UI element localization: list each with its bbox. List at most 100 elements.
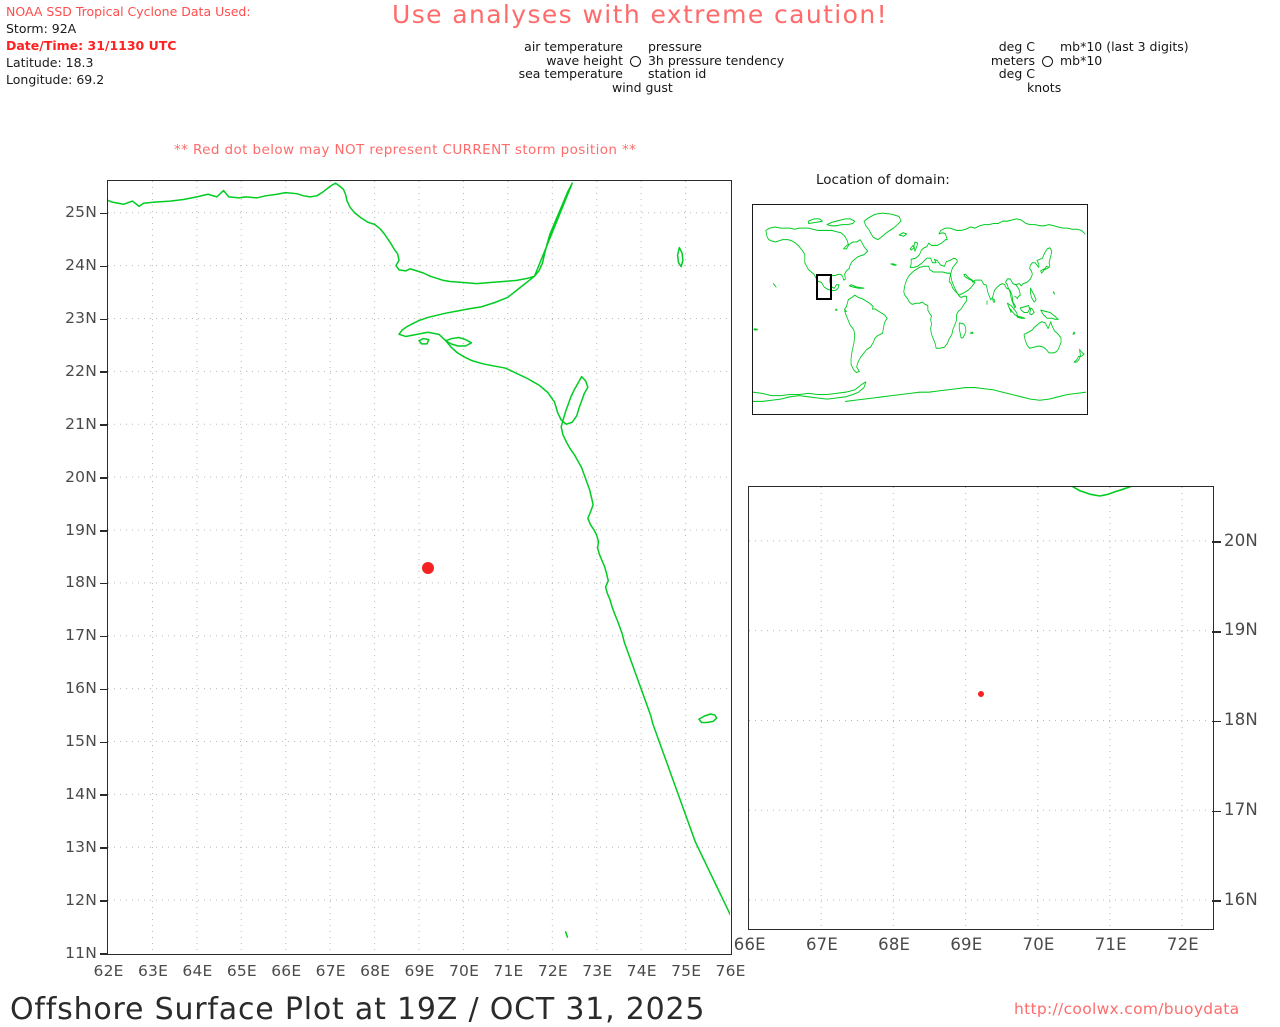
zoom-map-xtick-label: 69E xyxy=(950,935,983,954)
zoom-map-xtick-label: 68E xyxy=(878,935,911,954)
storm-position-marker xyxy=(422,561,435,574)
main-map-ytick-label: 19N xyxy=(65,520,97,539)
zoom-map-xtick-label: 67E xyxy=(805,935,838,954)
storm-info-block: NOAA SSD Tropical Cyclone Data Used: Sto… xyxy=(6,3,251,88)
main-map-xtick-label: 64E xyxy=(182,962,213,980)
domain-extent-box xyxy=(816,274,832,300)
main-map-gridlines xyxy=(108,181,730,953)
legend-pressure-tendency-label: 3h pressure tendency xyxy=(647,52,785,68)
main-map-xtick-label: 73E xyxy=(582,962,613,980)
main-map-ytick-mark xyxy=(100,794,108,796)
main-map-ytick-mark xyxy=(100,424,108,426)
main-map-xtick-label: 68E xyxy=(360,962,391,980)
main-map-panel[interactable] xyxy=(107,180,732,955)
main-map-ytick-label: 16N xyxy=(65,679,97,698)
main-map-ytick-label: 20N xyxy=(65,467,97,486)
main-map-xtick-label: 76E xyxy=(715,962,746,980)
main-map-coastline xyxy=(108,182,730,938)
zoom-map-ytick-label: 16N xyxy=(1224,889,1258,909)
legend-sea-temperature-label: sea temperature xyxy=(518,66,623,81)
main-map-ytick-label: 17N xyxy=(65,626,97,645)
main-map-ytick-mark xyxy=(100,900,108,902)
units-row-degc-mb: deg C mb*10 (last 3 digits) xyxy=(985,40,1189,54)
inset-title: Location of domain: xyxy=(816,172,950,188)
source-url: http://coolwx.com/buoydata xyxy=(1014,1000,1240,1018)
red-dot-disclaimer: ** Red dot below may NOT represent CURRE… xyxy=(174,142,637,158)
main-map-ytick-mark xyxy=(100,265,108,268)
station-circle-icon xyxy=(629,55,641,67)
main-map-xtick-label: 62E xyxy=(93,962,124,980)
zoom-map-xtick-label: 71E xyxy=(1094,935,1127,954)
station-model-units-legend: deg C mb*10 (last 3 digits) meters mb*10… xyxy=(985,40,1189,94)
main-map-ytick-mark xyxy=(100,212,108,215)
zoom-map-ytick-label: 20N xyxy=(1224,530,1258,550)
station-circle-icon xyxy=(1041,55,1053,67)
legend-wave-height-label: wave height xyxy=(546,52,623,68)
main-map-ytick-label: 12N xyxy=(65,890,97,909)
world-coastline xyxy=(753,212,1086,402)
zoom-map-ytick-label: 17N xyxy=(1224,800,1258,820)
world-inset-svg xyxy=(753,212,1086,402)
main-map-xtick-label: 75E xyxy=(671,962,702,980)
units-pressure: mb*10 (last 3 digits) xyxy=(1059,39,1189,54)
main-map-ytick-label: 18N xyxy=(65,573,97,592)
zoom-map-ytick-mark xyxy=(1212,720,1221,723)
units-row-knots: knots xyxy=(985,79,1189,95)
main-map-ytick-mark xyxy=(100,688,108,691)
zoom-map-ytick-mark xyxy=(1212,630,1221,633)
zoom-map-coastline xyxy=(1071,487,1132,497)
zoom-map-xtick-label: 72E xyxy=(1166,935,1199,954)
main-map-ytick-label: 22N xyxy=(65,361,97,380)
main-map-ytick-label: 23N xyxy=(65,309,97,328)
main-map-xtick-label: 65E xyxy=(226,962,257,980)
main-map-ytick-mark xyxy=(100,635,108,638)
main-map-ytick-mark xyxy=(100,953,108,955)
legend-wind-gust-label: wind gust xyxy=(611,79,673,95)
units-row-meters-mb: meters mb*10 xyxy=(985,53,1189,68)
zoom-map-ytick-mark xyxy=(1212,541,1221,543)
page-title: Offshore Surface Plot at 19Z / OCT 31, 2… xyxy=(10,992,706,1027)
main-map-xtick-label: 69E xyxy=(404,962,435,980)
main-map-svg xyxy=(108,181,730,953)
main-map-ytick-mark xyxy=(100,847,108,849)
main-map-xtick-label: 72E xyxy=(537,962,568,980)
zoom-map-ytick-label: 19N xyxy=(1224,620,1258,640)
zoom-map-ytick-label: 18N xyxy=(1224,710,1258,730)
legend-station-id-label: station id xyxy=(647,66,707,81)
legend-row-wave-tendency: wave height 3h pressure tendency xyxy=(505,52,785,68)
main-map-xtick-label: 71E xyxy=(493,962,524,980)
main-map-xtick-label: 66E xyxy=(271,962,302,980)
main-map-ytick-mark xyxy=(100,530,108,532)
zoom-map-xtick-label: 66E xyxy=(733,935,766,954)
main-map-ytick-label: 11N xyxy=(65,943,97,962)
main-map-ytick-mark xyxy=(100,582,108,585)
zoom-map-gridlines xyxy=(749,487,1211,927)
main-map-xtick-label: 67E xyxy=(315,962,346,980)
legend-pressure-label: pressure xyxy=(647,39,702,54)
main-map-ytick-label: 25N xyxy=(65,203,97,222)
data-source-title: NOAA SSD Tropical Cyclone Data Used: xyxy=(6,4,251,19)
main-map-ytick-label: 21N xyxy=(65,414,97,433)
main-map-xtick-label: 74E xyxy=(626,962,657,980)
caution-banner: Use analyses with extreme caution! xyxy=(392,0,888,29)
main-map-ytick-mark xyxy=(100,318,108,321)
station-model-legend: air temperature pressure wave height 3h … xyxy=(505,39,785,95)
units-air-temperature: deg C xyxy=(998,39,1035,54)
legend-row-sea-temp-station: sea temperature station id xyxy=(505,67,784,81)
zoom-map-ytick-mark xyxy=(1212,900,1221,902)
legend-row-wind-gust: wind gust xyxy=(505,79,784,95)
storm-longitude-label: Longitude: 69.2 xyxy=(6,72,105,87)
units-row-degc: deg C xyxy=(985,67,1189,81)
main-map-ytick-label: 14N xyxy=(65,784,97,803)
storm-zoom-panel[interactable] xyxy=(748,486,1214,930)
main-map-ytick-label: 15N xyxy=(65,732,97,751)
main-map-ytick-mark xyxy=(100,741,108,744)
main-map-ytick-label: 13N xyxy=(65,837,97,856)
units-wind-gust: knots xyxy=(1026,79,1062,95)
storm-id-label: Storm: 92A xyxy=(6,21,77,36)
units-sea-temperature: deg C xyxy=(998,66,1035,81)
storm-position-marker xyxy=(977,691,984,698)
main-map-ytick-mark xyxy=(100,477,108,479)
main-map-ytick-label: 24N xyxy=(65,256,97,275)
world-location-inset[interactable] xyxy=(752,204,1088,415)
